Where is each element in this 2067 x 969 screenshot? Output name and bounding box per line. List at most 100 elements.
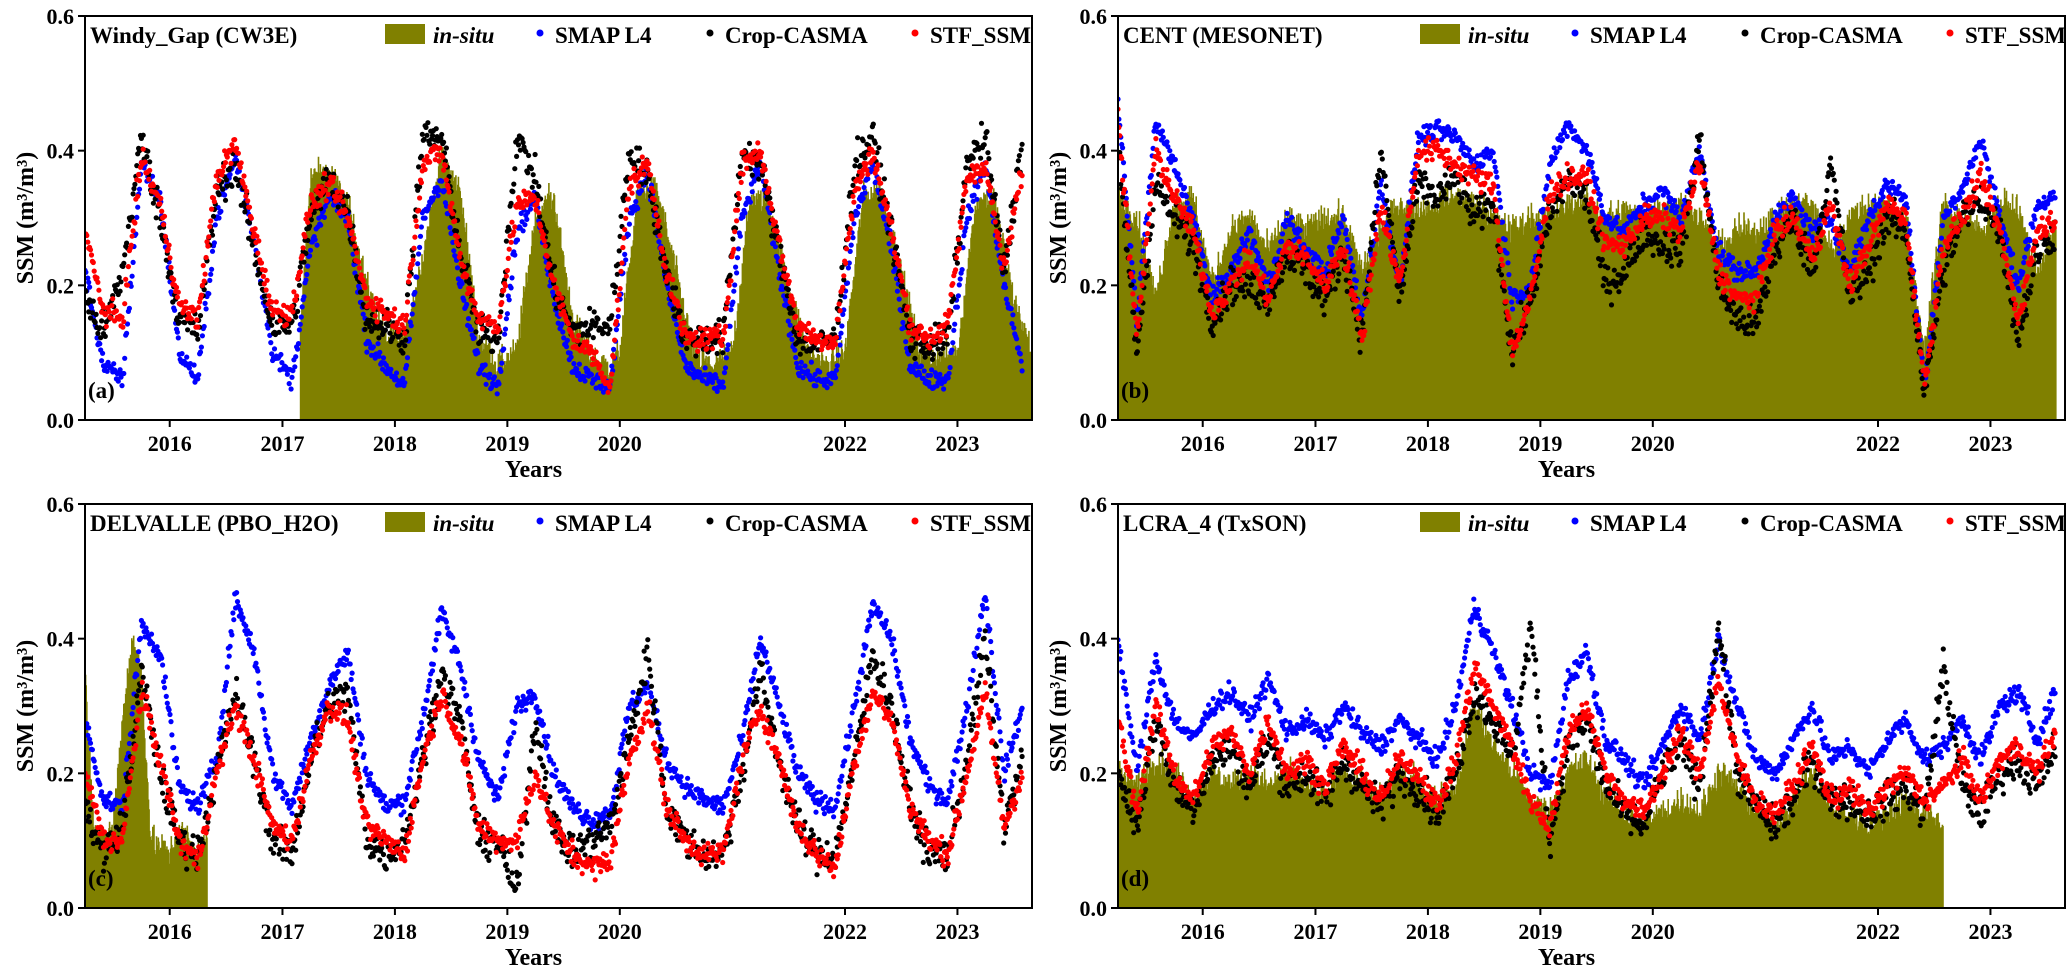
data-point (1415, 139, 1421, 146)
data-point (1471, 156, 1477, 162)
data-point (1613, 220, 1619, 226)
data-point (1251, 274, 1257, 280)
data-point (715, 333, 721, 339)
data-point (188, 316, 194, 322)
data-point (402, 330, 408, 336)
data-point (1001, 255, 1007, 261)
data-point (931, 339, 937, 345)
data-point (840, 311, 846, 317)
data-point (1284, 259, 1290, 265)
data-point (670, 276, 676, 283)
data-point (1718, 239, 1724, 245)
data-point (1635, 244, 1641, 250)
data-point (157, 201, 163, 207)
data-point (702, 326, 708, 332)
data-point (452, 218, 458, 224)
data-point (1735, 326, 1741, 332)
data-point (1290, 222, 1296, 228)
data-point (744, 165, 750, 171)
data-point (197, 349, 204, 355)
data-point (416, 251, 422, 257)
data-point (1471, 219, 1477, 225)
data-point (376, 335, 382, 341)
data-point (416, 207, 422, 213)
data-point (268, 340, 274, 346)
data-point (491, 374, 497, 380)
data-point (246, 220, 253, 226)
data-point (802, 363, 808, 369)
data-point (417, 244, 423, 250)
data-point (625, 196, 632, 202)
data-point (433, 126, 439, 132)
data-point (254, 233, 260, 239)
data-point (479, 326, 485, 332)
data-point (618, 213, 624, 219)
data-point (1549, 205, 1555, 211)
data-point (946, 324, 952, 330)
data-point (457, 250, 463, 256)
data-point (779, 258, 785, 265)
data-point (263, 287, 269, 293)
data-point (950, 340, 956, 346)
data-point (524, 202, 530, 208)
x-axis-title: Years (505, 457, 562, 483)
data-point (1623, 273, 1629, 279)
data-point (1012, 206, 1018, 212)
data-point (501, 346, 507, 352)
data-point (1376, 195, 1382, 201)
data-point (824, 385, 830, 391)
data-point (880, 189, 886, 195)
data-point (136, 178, 143, 184)
data-point (1801, 222, 1807, 228)
data-point (245, 198, 251, 204)
data-point (1669, 263, 1675, 269)
data-point (490, 348, 496, 354)
data-point (1165, 144, 1171, 150)
data-point (220, 186, 226, 192)
data-point (121, 260, 127, 266)
data-point (1435, 203, 1441, 209)
data-point (1665, 190, 1671, 196)
data-point (296, 282, 302, 288)
data-point (1437, 180, 1444, 187)
data-point (593, 349, 599, 355)
data-point (818, 332, 824, 338)
data-point (506, 297, 512, 303)
data-point (269, 322, 275, 328)
legend-marker (536, 29, 544, 37)
data-point (478, 310, 485, 316)
legend-marker (911, 29, 919, 37)
data-point (595, 316, 601, 322)
data-point (1003, 259, 1010, 265)
data-point (1705, 191, 1711, 197)
data-point (740, 214, 746, 220)
data-point (956, 282, 962, 288)
data-point (290, 309, 296, 315)
data-point (1016, 153, 1023, 159)
data-point (85, 275, 91, 281)
data-point (1267, 307, 1273, 313)
data-point (1624, 221, 1630, 227)
data-point (1120, 160, 1127, 166)
data-point (928, 372, 934, 378)
data-point (928, 326, 934, 332)
data-point (498, 368, 504, 374)
data-point (147, 167, 153, 173)
data-point (697, 325, 704, 331)
data-point (283, 321, 290, 328)
data-point (1353, 278, 1359, 284)
data-point (1334, 235, 1340, 241)
data-point (1214, 286, 1220, 292)
data-point (167, 255, 173, 261)
data-point (1140, 248, 1146, 254)
data-point (312, 237, 318, 243)
data-point (561, 335, 567, 341)
data-point (738, 179, 744, 185)
data-point (261, 281, 267, 287)
data-point (394, 319, 400, 325)
data-point (204, 239, 210, 245)
data-point (785, 287, 791, 293)
data-point (97, 325, 103, 331)
data-point (339, 189, 345, 195)
data-point (974, 140, 980, 147)
